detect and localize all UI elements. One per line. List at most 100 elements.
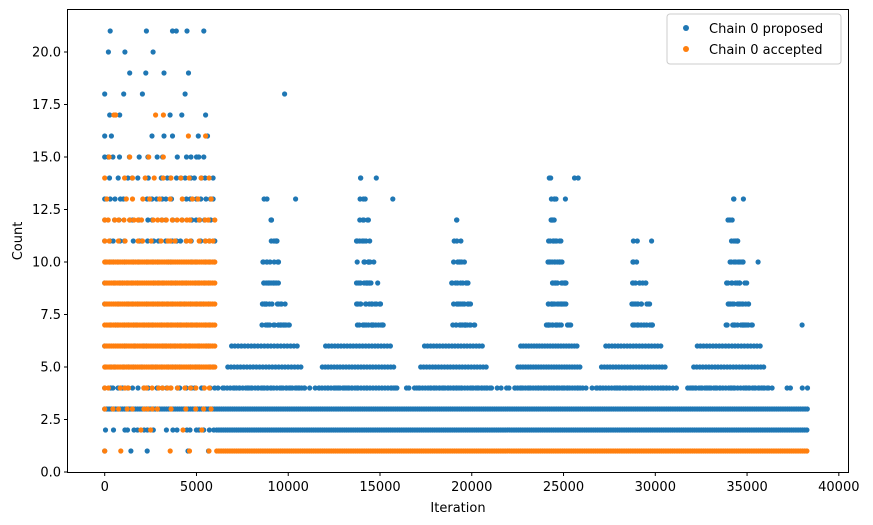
proposed-point <box>369 301 375 307</box>
accepted-point <box>212 259 218 265</box>
accepted-point <box>106 238 112 244</box>
accepted-point <box>168 175 174 181</box>
accepted-point <box>199 427 205 433</box>
proposed-point <box>630 280 636 286</box>
proposed-point <box>201 154 207 160</box>
y-tick-label: 2.5 <box>40 413 61 428</box>
proposed-point <box>634 322 641 328</box>
proposed-point <box>546 175 552 181</box>
accepted-point <box>118 448 124 454</box>
accepted-point <box>147 196 153 202</box>
accepted-point <box>131 217 137 223</box>
proposed-point <box>169 28 176 34</box>
proposed-point <box>390 196 396 202</box>
proposed-point <box>184 28 190 34</box>
proposed-point <box>580 385 586 391</box>
accepted-point <box>121 217 127 223</box>
proposed-point <box>553 322 559 328</box>
proposed-point <box>312 385 318 391</box>
proposed-point <box>124 427 131 433</box>
proposed-point <box>285 322 291 328</box>
accepted-point <box>151 175 157 181</box>
proposed-point <box>377 301 383 307</box>
proposed-point <box>183 196 189 202</box>
proposed-point <box>740 322 746 328</box>
proposed-point <box>108 133 114 139</box>
proposed-point <box>354 259 360 265</box>
proposed-point <box>799 385 805 391</box>
proposed-point <box>364 280 370 286</box>
proposed-point <box>757 343 763 349</box>
accepted-point <box>102 385 108 391</box>
proposed-point <box>725 301 731 307</box>
proposed-point <box>454 280 461 286</box>
x-tick-label: 0 <box>101 480 109 495</box>
proposed-point <box>139 91 145 97</box>
proposed-point <box>145 238 151 244</box>
legend-marker-accepted <box>683 46 689 52</box>
accepted-point <box>189 196 195 202</box>
proposed-point <box>150 49 156 55</box>
accepted-point <box>183 406 189 412</box>
accepted-point <box>141 406 147 412</box>
proposed-point <box>373 175 379 181</box>
proposed-point <box>562 196 569 202</box>
legend-label-proposed: Chain 0 proposed <box>709 22 823 37</box>
accepted-point <box>202 238 209 244</box>
accepted-point <box>185 133 191 139</box>
proposed-point <box>394 385 400 391</box>
accepted-point <box>168 406 174 412</box>
accepted-point <box>160 112 166 118</box>
legend-label-accepted: Chain 0 accepted <box>709 43 823 58</box>
proposed-point <box>635 301 641 307</box>
accepted-point <box>208 406 214 412</box>
proposed-point <box>210 175 216 181</box>
axes-layer <box>67 9 849 473</box>
proposed-point <box>107 28 113 34</box>
proposed-point <box>575 175 581 181</box>
accepted-point <box>187 385 194 391</box>
accepted-point <box>201 385 207 391</box>
proposed-point <box>662 364 668 370</box>
proposed-point <box>727 259 733 265</box>
y-tick-label: 0.0 <box>40 466 61 481</box>
proposed-point <box>666 385 673 391</box>
proposed-point <box>128 448 134 454</box>
proposed-point <box>129 385 136 391</box>
proposed-point <box>629 301 635 307</box>
proposed-point <box>269 301 275 307</box>
accepted-point <box>212 301 218 307</box>
y-tick-label: 7.5 <box>40 308 61 323</box>
proposed-point <box>163 427 169 433</box>
proposed-point <box>135 385 141 391</box>
accepted-point <box>186 448 193 454</box>
proposed-point <box>487 385 493 391</box>
x-tick-label: 35000 <box>726 480 767 495</box>
proposed-point <box>274 301 280 307</box>
proposed-point <box>554 238 560 244</box>
proposed-point <box>191 175 197 181</box>
y-tick-label: 10.0 <box>32 256 61 271</box>
proposed-point <box>736 280 742 286</box>
proposed-point <box>367 238 373 244</box>
proposed-point <box>206 427 212 433</box>
proposed-point <box>260 259 266 265</box>
accepted-point <box>102 175 108 181</box>
proposed-point <box>547 322 553 328</box>
x-tick-label: 40000 <box>818 480 859 495</box>
accepted-point <box>160 154 166 160</box>
proposed-point <box>267 322 273 328</box>
proposed-point <box>391 364 397 370</box>
accepted-point <box>125 385 131 391</box>
accepted-point <box>206 175 212 181</box>
accepted-point <box>174 217 180 223</box>
accepted-point <box>149 406 155 412</box>
proposed-point <box>355 301 361 307</box>
proposed-point <box>458 238 464 244</box>
accepted-point <box>178 175 184 181</box>
proposed-point <box>161 133 167 139</box>
proposed-point <box>467 301 474 307</box>
y-tick-label: 15.0 <box>32 151 61 166</box>
proposed-point <box>264 259 270 265</box>
proposed-point <box>173 28 179 34</box>
